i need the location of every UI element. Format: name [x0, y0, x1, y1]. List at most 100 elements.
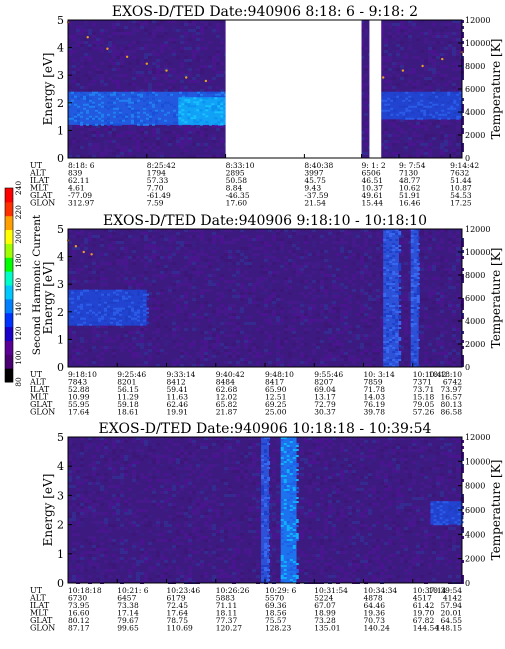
heatmap-cell — [372, 265, 376, 268]
heatmap-cell — [300, 280, 304, 283]
heatmap-cell — [188, 316, 192, 319]
heatmap-cell — [184, 41, 188, 44]
heatmap-cell — [296, 301, 300, 304]
heatmap-cell — [436, 83, 440, 86]
heatmap-cell — [388, 59, 392, 62]
heatmap-cell — [316, 319, 320, 322]
heatmap-cell — [180, 140, 184, 143]
heatmap-cell — [260, 292, 264, 295]
heatmap-cell — [372, 280, 376, 283]
heatmap-cell — [212, 62, 216, 65]
heatmap-cell — [268, 361, 272, 364]
heatmap-cell — [368, 232, 372, 235]
heatmap-cell — [412, 23, 416, 26]
heatmap-cell — [408, 143, 412, 146]
heatmap-feature-cell — [107, 121, 110, 124]
heatmap-feature-cell — [456, 91, 460, 94]
heatmap-feature-cell — [119, 289, 122, 292]
heatmap-feature-cell — [435, 93, 439, 96]
heatmap-cell — [276, 352, 280, 355]
y-tick-label: 0 — [57, 152, 64, 165]
heatmap-feature-cell — [116, 293, 119, 296]
heatmap-cell — [172, 346, 176, 349]
heatmap-feature-cell — [167, 111, 170, 114]
heatmap-cell — [164, 232, 168, 235]
heatmap-cell — [100, 253, 104, 256]
heatmap-cell — [156, 29, 160, 32]
heatmap-cell — [196, 274, 200, 277]
heatmap-cell — [420, 140, 424, 143]
heatmap-feature-cell — [214, 105, 218, 108]
heatmap-feature-cell — [181, 113, 185, 116]
heatmap-cell — [404, 83, 408, 86]
heatmap-cell — [420, 289, 424, 292]
heatmap-cell — [440, 47, 444, 50]
heatmap-cell — [320, 289, 324, 292]
heatmap-feature-cell — [134, 307, 137, 310]
heatmap-cell — [412, 143, 416, 146]
ephemeris-row-label: ALT — [29, 169, 46, 178]
heatmap-cell — [360, 95, 364, 98]
heatmap-feature-cell — [125, 307, 128, 310]
heatmap-cell — [176, 274, 180, 277]
heatmap-feature-cell — [429, 115, 433, 118]
heatmap-cell — [256, 352, 260, 355]
heatmap-cell — [112, 56, 116, 59]
heatmap-cell — [216, 337, 220, 340]
heatmap-cell — [156, 71, 160, 74]
heatmap-cell — [340, 286, 344, 289]
heatmap-cell — [296, 310, 300, 313]
heatmap-cell — [208, 256, 212, 259]
heatmap-feature-cell — [92, 101, 95, 104]
heatmap-cell — [200, 59, 204, 62]
temperature-point — [125, 55, 129, 58]
heatmap-cell — [428, 238, 432, 241]
heatmap-cell — [308, 292, 312, 295]
heatmap-cell — [372, 334, 376, 337]
heatmap-cell — [236, 262, 240, 265]
heatmap-cell — [436, 313, 440, 316]
heatmap-cell — [216, 280, 220, 283]
heatmap-cell — [220, 229, 224, 232]
heatmap-cell — [392, 62, 396, 65]
heatmap-feature-cell — [423, 105, 427, 108]
heatmap-feature-cell — [170, 103, 173, 106]
heatmap-cell — [316, 343, 320, 346]
heatmap-cell — [204, 349, 208, 352]
heatmap-cell — [452, 47, 456, 50]
heatmap-cell — [404, 361, 408, 364]
heatmap-cell — [428, 340, 432, 343]
heatmap-cell — [424, 289, 428, 292]
heatmap-feature-cell — [393, 99, 397, 102]
heatmap-cell — [120, 146, 124, 149]
heatmap-cell — [144, 328, 148, 331]
heatmap-cell — [128, 50, 132, 53]
heatmap-cell — [72, 349, 76, 352]
heatmap-cell — [120, 349, 124, 352]
heatmap-feature-cell — [89, 323, 92, 326]
heatmap-cell — [208, 56, 212, 59]
heatmap-cell — [404, 238, 408, 241]
heatmap-cell — [288, 235, 292, 238]
heatmap-cell — [84, 62, 88, 65]
heatmap-cell — [376, 352, 380, 355]
heatmap-cell — [352, 238, 356, 241]
heatmap-cell — [284, 328, 288, 331]
heatmap-cell — [164, 250, 168, 253]
heatmap-feature-cell — [459, 107, 463, 110]
ephemeris-value: 8:25:42 — [147, 161, 176, 170]
ephemeris-row-label: GLON — [30, 199, 55, 208]
heatmap-cell — [144, 32, 148, 35]
heatmap-cell — [320, 319, 324, 322]
heatmap-feature-cell — [149, 109, 152, 112]
heatmap-cell — [380, 301, 384, 304]
heatmap-feature-cell — [383, 351, 387, 353]
heatmap-cell — [420, 298, 424, 301]
heatmap-feature-cell — [116, 323, 119, 326]
heatmap-cell — [88, 71, 92, 74]
heatmap-cell — [432, 361, 436, 364]
heatmap-cell — [444, 65, 448, 68]
heatmap-cell — [356, 346, 360, 349]
heatmap-cell — [192, 250, 196, 253]
heatmap-cell — [156, 23, 160, 26]
